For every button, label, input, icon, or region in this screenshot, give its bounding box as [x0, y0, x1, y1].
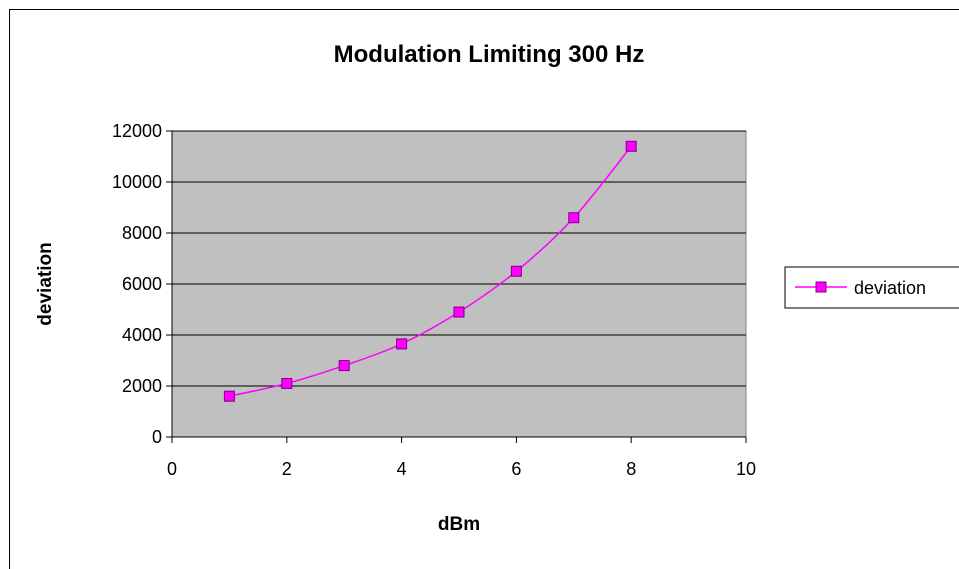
chart-frame	[9, 9, 959, 569]
x-tick-label: 0	[167, 459, 177, 479]
data-point	[453, 306, 465, 318]
x-tick-label: 8	[626, 459, 636, 479]
y-tick-label: 2000	[122, 376, 162, 396]
x-axis-title: dBm	[438, 514, 480, 535]
x-tick-label: 10	[736, 459, 756, 479]
y-tick-label: 10000	[112, 172, 162, 192]
y-tick-label: 0	[152, 427, 162, 447]
data-point	[510, 265, 522, 277]
x-tick-label: 2	[282, 459, 292, 479]
legend-label: deviation	[854, 278, 926, 298]
gridlines	[172, 130, 746, 387]
y-tick-label: 4000	[122, 325, 162, 345]
legend: deviation	[784, 266, 959, 309]
data-point	[281, 377, 293, 389]
chart-title: Modulation Limiting 300 Hz	[334, 41, 645, 68]
data-point	[223, 390, 235, 402]
data-point	[338, 360, 350, 372]
y-tick-label: 6000	[122, 274, 162, 294]
y-axis-title: deviation	[35, 242, 56, 325]
x-tick-label: 4	[397, 459, 407, 479]
data-point	[396, 338, 408, 350]
y-tick-label: 12000	[112, 121, 162, 141]
series-layer	[223, 140, 637, 402]
axes	[166, 130, 747, 443]
y-tick-labels: 0 2000 4000 6000 8000 10000 12000	[112, 121, 162, 447]
data-point	[568, 212, 580, 224]
x-tick-label: 6	[511, 459, 521, 479]
x-tick-labels: 0 2 4 6 8 10	[167, 459, 756, 479]
legend-marker	[815, 281, 827, 293]
y-tick-label: 8000	[122, 223, 162, 243]
data-point	[625, 140, 637, 152]
